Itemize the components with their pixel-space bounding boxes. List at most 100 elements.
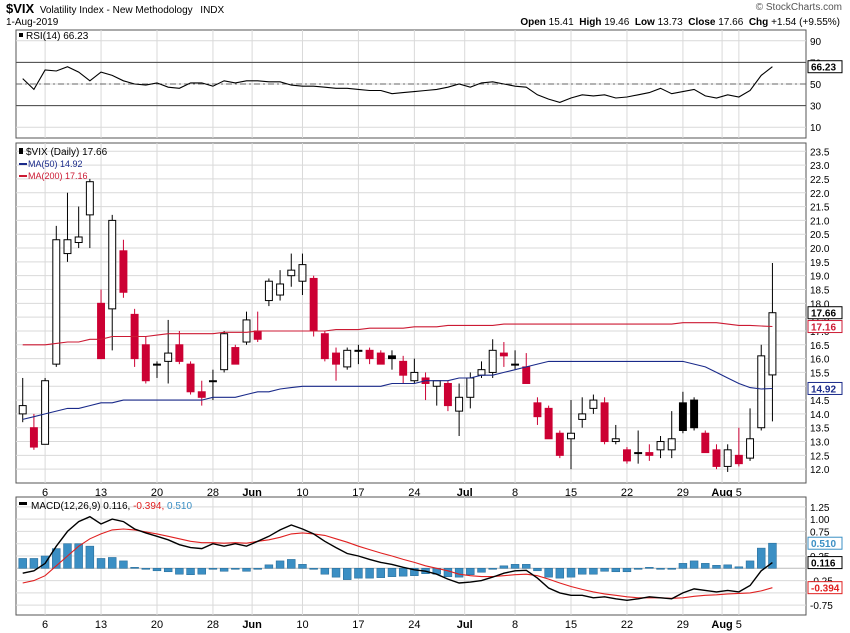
macd-histogram-bar: [544, 567, 553, 578]
price-panel: [15, 142, 807, 484]
candle-body: [511, 363, 520, 366]
candle-body: [477, 369, 486, 376]
rsi-line: [22, 66, 773, 103]
macd-legend-part: 0.116,: [103, 501, 133, 512]
candle-body: [74, 236, 83, 244]
x-axis-label-15: 15: [565, 487, 577, 499]
macd-histogram-bar: [354, 567, 363, 579]
macd-histogram-bar: [555, 567, 565, 579]
price-tick-label: 22.0: [810, 189, 830, 200]
macd-histogram-bar: [566, 567, 576, 578]
candle-body: [757, 355, 766, 429]
candle-body: [600, 402, 609, 443]
x-axis-bottom-label-8: 8: [512, 619, 518, 631]
rsi-current-tag-box: [807, 60, 843, 74]
x-axis-bottom-label-20: 20: [151, 619, 163, 631]
candle-body: [264, 280, 273, 302]
macd-histogram-bar: [253, 567, 262, 570]
candle-body: [97, 302, 106, 360]
ma200-line: [22, 322, 773, 346]
candle-body: [432, 380, 441, 387]
macd-histogram-bar: [163, 567, 173, 573]
x-axis-label-28: 28: [207, 487, 219, 499]
macd-histogram-bar: [219, 567, 229, 572]
macd-histogram-bar: [365, 567, 374, 579]
rsi-tick-label: 50: [810, 80, 822, 91]
macd-histogram-bar: [376, 567, 386, 578]
candle-body: [388, 355, 396, 360]
x-axis-bottom-label-jun: Jun: [242, 619, 262, 631]
macd-histogram-bar: [320, 567, 330, 575]
macd-tick-label: -0.75: [810, 601, 833, 612]
candle-body: [253, 330, 262, 340]
macd-histogram-bar: [141, 567, 151, 570]
macd-histogram-bar: [510, 564, 520, 569]
x-axis-label-jul: Jul: [457, 487, 473, 499]
candle-body: [298, 264, 307, 282]
macd-signal-tag: -0.394: [811, 584, 840, 595]
macd-histogram-bar: [264, 564, 274, 569]
ma200-current-tag-box: [807, 320, 843, 334]
macd-line: [22, 515, 773, 602]
macd-histogram-bar: [477, 567, 486, 573]
x-axis-label-22: 22: [621, 487, 633, 499]
price-tick-label: 22.5: [810, 175, 830, 186]
price-tick-label: 23.5: [810, 147, 830, 158]
macd-histogram-bar: [74, 543, 83, 569]
macd-histogram-bar: [533, 567, 542, 572]
rsi-legend-swatch: [19, 33, 23, 37]
macd-legend-swatch: [19, 502, 27, 505]
candle-body: [63, 239, 72, 255]
candle-body: [488, 349, 497, 373]
macd-histogram-bar: [85, 545, 95, 569]
macd-histogram-bar: [331, 567, 341, 578]
low-label: Low: [634, 17, 655, 28]
candle-body: [119, 250, 128, 293]
x-axis-bottom-label-jul: Jul: [457, 619, 473, 631]
macd-histogram-bar: [186, 567, 195, 575]
candle-body: [768, 312, 777, 376]
x-axis-bottom-label-28: 28: [207, 619, 219, 631]
candle-body: [712, 449, 721, 467]
close-value: 17.66: [718, 17, 744, 28]
macd-histogram-bar: [522, 564, 531, 569]
x-axis-label-17: 17: [352, 487, 364, 499]
candle-body: [399, 360, 408, 376]
ma50-current-tag: 14.92: [811, 384, 836, 395]
macd-histogram-bar: [678, 563, 688, 569]
candle-body: [678, 402, 687, 431]
candle-body: [309, 277, 318, 332]
price-tick-label: 13.0: [810, 438, 830, 449]
macd-histogram-bar: [488, 567, 497, 570]
candle-body: [544, 407, 553, 440]
macd-histogram-bar: [298, 564, 307, 569]
macd-histogram-bar: [757, 547, 766, 569]
macd-histogram-bar: [745, 560, 755, 569]
open-label: Open: [520, 17, 546, 28]
macd-histogram-bar: [622, 567, 632, 573]
candle-body: [634, 452, 643, 455]
macd-histogram-bar: [197, 567, 206, 575]
x-axis-label-10: 10: [296, 487, 308, 499]
macd-histogram-bar: [398, 567, 408, 577]
macd-histogram-bar: [130, 567, 139, 569]
candle-body: [220, 333, 229, 371]
ma50-legend: MA(50) 14.92: [28, 159, 83, 169]
rsi-current-tag: 66.23: [811, 63, 836, 74]
rsi-legend: RSI(14) 66.23: [26, 31, 89, 42]
candle-body: [153, 363, 161, 366]
ma50-line: [22, 360, 773, 420]
macd-tick-label: 1.25: [810, 503, 830, 514]
candle-body: [443, 382, 452, 407]
macd-histogram-bar: [287, 559, 296, 569]
price-tick-label: 15.5: [810, 368, 830, 379]
macd-histogram-bar: [734, 566, 744, 569]
price-tick-label: 23.0: [810, 161, 830, 172]
candle-body: [410, 371, 419, 382]
price-tick-label: 14.5: [810, 396, 830, 407]
macd-histogram-bar: [768, 542, 777, 569]
high-value: 19.46: [604, 17, 630, 28]
price-tick-label: 18.0: [810, 299, 830, 310]
price-tick-label: 21.0: [810, 216, 830, 227]
candle-body: [141, 344, 150, 382]
